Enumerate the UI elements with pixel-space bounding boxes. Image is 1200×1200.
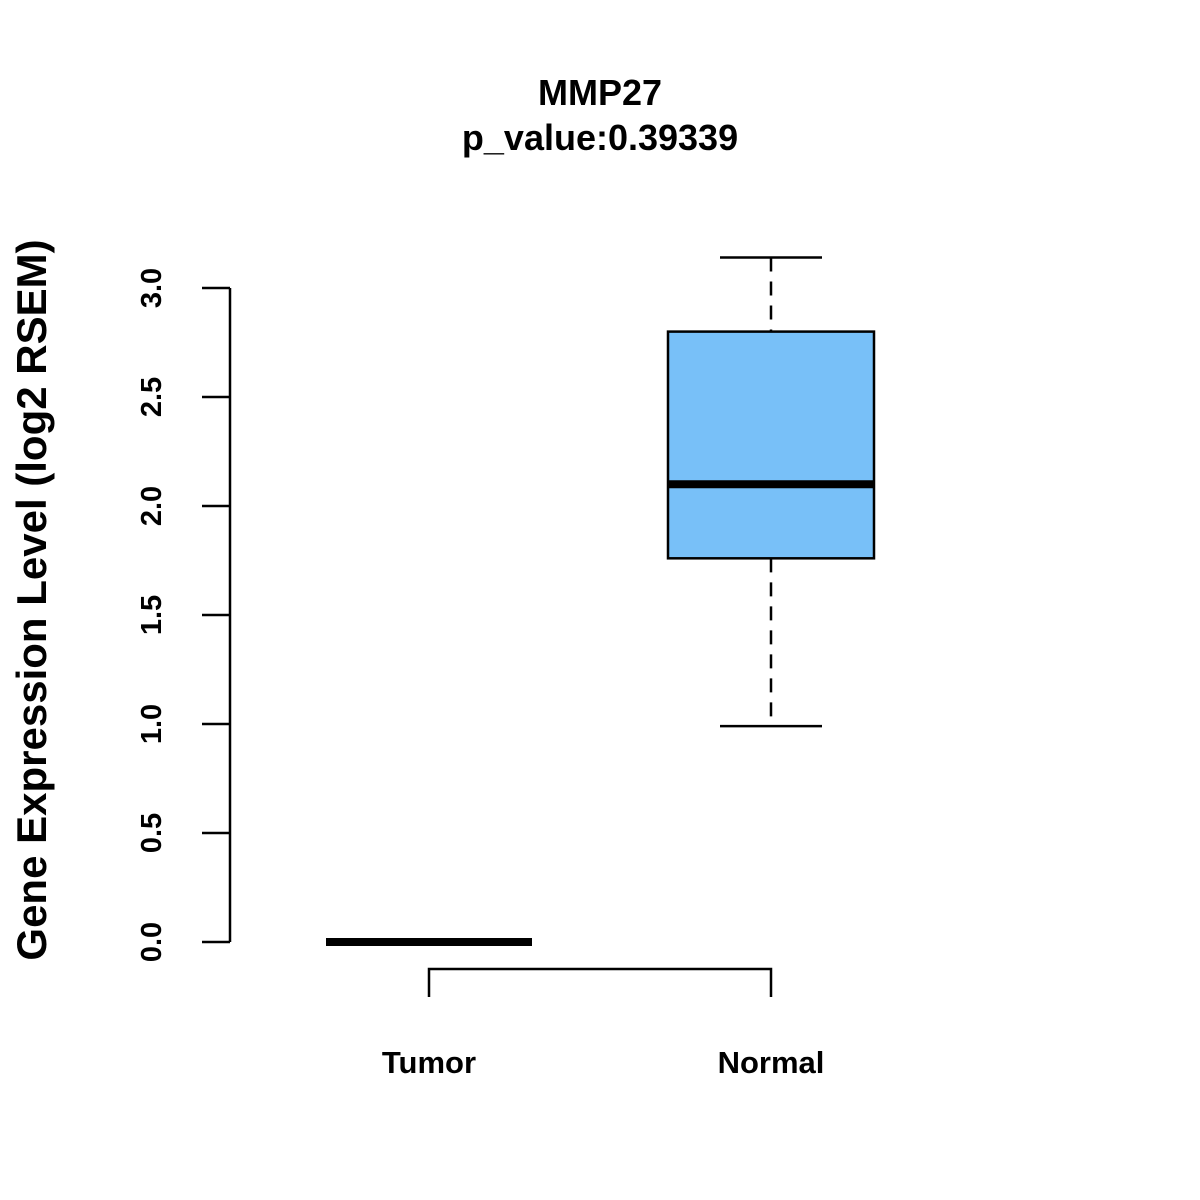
y-axis: 0.0 0.5 1.0 1.5 2.0 2.5 3.0: [136, 268, 232, 962]
bracket-line: [427, 967, 773, 997]
y-axis-label: Gene Expression Level (log2 RSEM): [8, 239, 55, 960]
category-label-normal: Normal: [718, 1045, 825, 1080]
y-tick-label: 0.5: [136, 813, 168, 853]
y-tick-label: 1.0: [136, 704, 168, 744]
chart-subtitle: p_value:0.39339: [462, 117, 738, 158]
category-label-tumor: Tumor: [382, 1045, 476, 1080]
boxes-layer: [326, 256, 876, 946]
y-tick-label: 1.5: [136, 595, 168, 635]
box-iqr: [666, 330, 876, 560]
box-normal: [666, 256, 876, 728]
comparison-bracket: [427, 967, 773, 997]
y-tick-label: 2.5: [136, 377, 168, 417]
y-tick-label: 2.0: [136, 486, 168, 526]
category-labels: Tumor Normal: [382, 1045, 824, 1080]
y-tick-label: 0.0: [136, 922, 168, 962]
chart-title: MMP27: [538, 72, 662, 113]
y-tick-label: 3.0: [136, 268, 168, 308]
